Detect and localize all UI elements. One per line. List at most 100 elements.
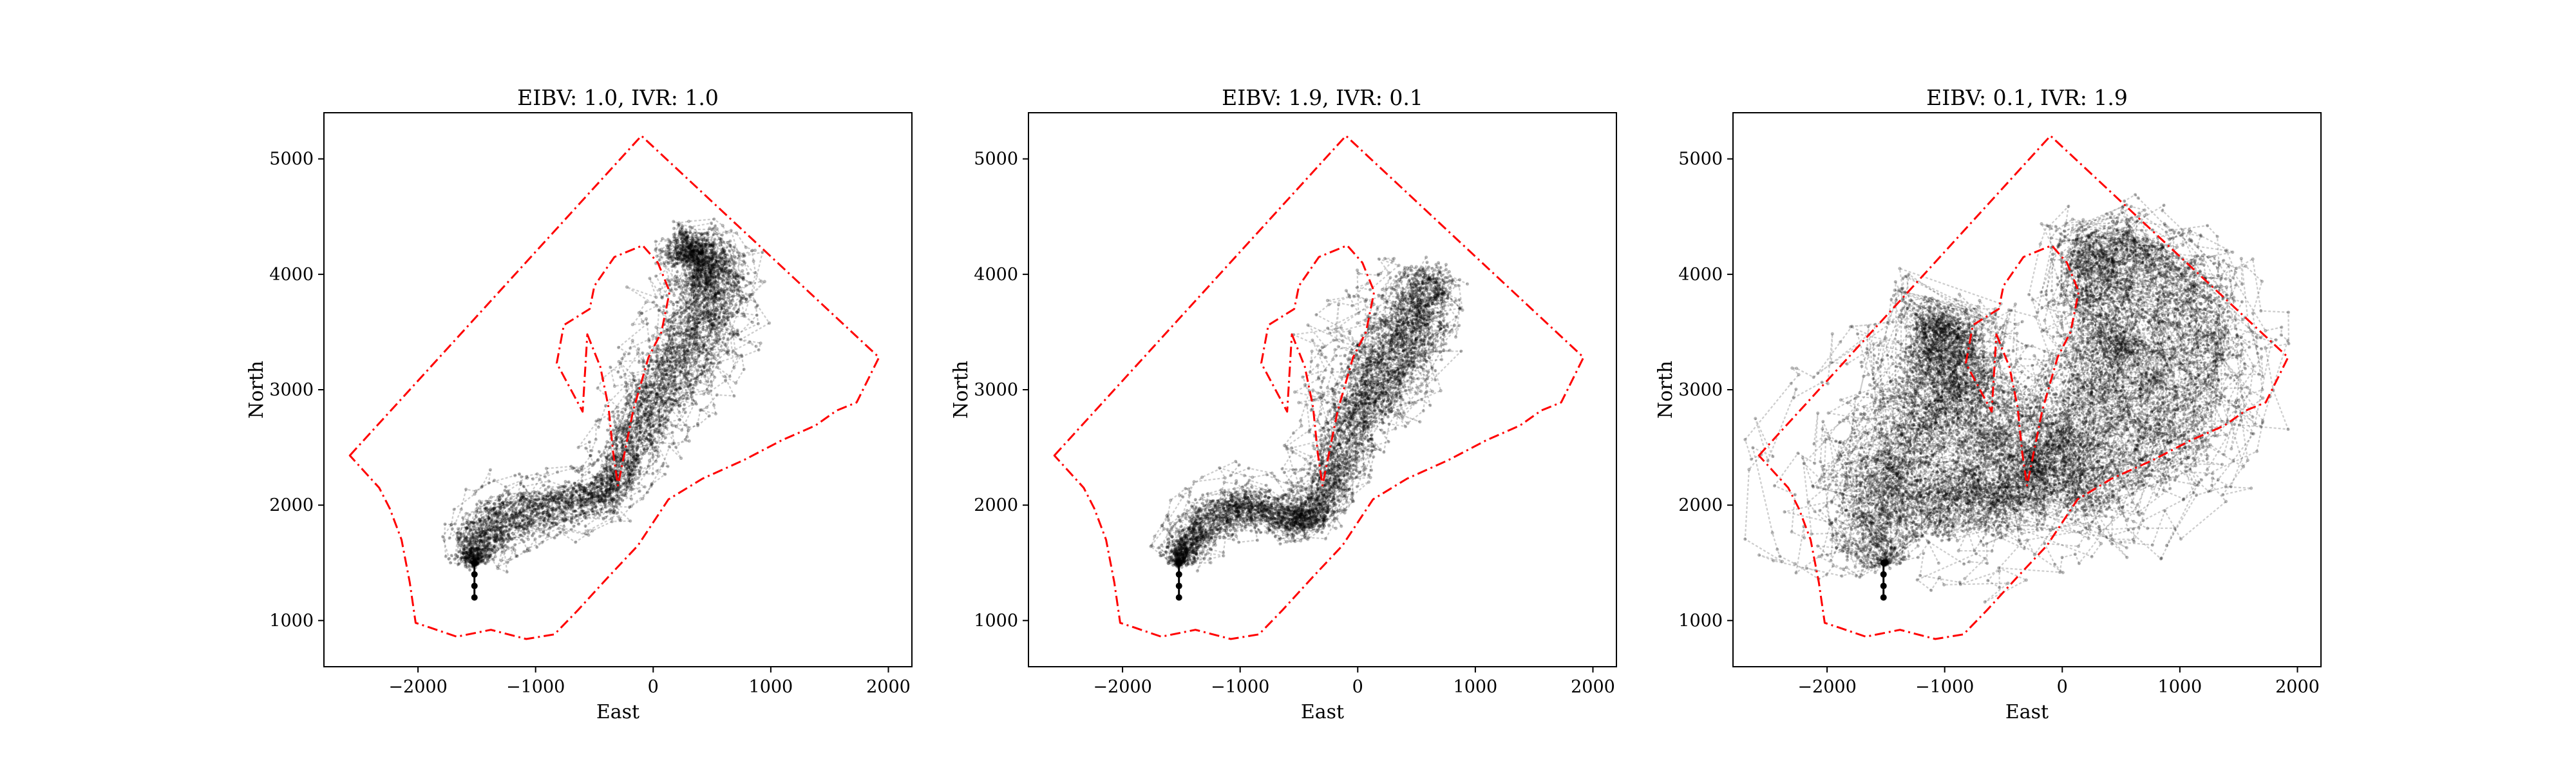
trajectory-waypoint [529, 509, 533, 513]
trajectory-waypoint [721, 251, 725, 254]
trajectory-waypoint [1235, 534, 1238, 539]
trajectory-waypoint [586, 529, 590, 533]
trajectory-waypoint [611, 499, 614, 502]
trajectory-waypoint [541, 506, 545, 510]
trajectory-waypoint [686, 426, 690, 430]
trajectory-waypoint [692, 390, 696, 394]
trajectory-waypoint [603, 463, 607, 466]
trajectory-waypoint [1209, 560, 1213, 565]
trajectory-waypoint [1222, 554, 1226, 558]
trajectory-waypoint [673, 383, 677, 386]
trajectory-waypoint [677, 251, 681, 254]
trajectory-waypoint [641, 365, 645, 368]
trajectory-waypoint [645, 385, 649, 388]
trajectory-waypoint [507, 509, 511, 513]
trajectory-waypoint [1243, 526, 1247, 530]
trajectory-waypoint [1457, 284, 1461, 288]
trajectory-waypoint [545, 512, 549, 517]
trajectory-waypoint [479, 560, 483, 564]
trajectory-waypoint [692, 240, 697, 244]
trajectory-waypoint [683, 351, 687, 355]
trajectory-waypoint [705, 272, 708, 276]
trajectory-waypoint [572, 487, 576, 491]
trajectory-waypoint [686, 349, 690, 353]
trajectory-waypoint [607, 499, 612, 503]
trajectory-waypoint [709, 380, 713, 384]
trajectory-waypoint [701, 328, 705, 332]
trajectory-waypoint [626, 459, 630, 463]
trajectory-waypoint [683, 343, 687, 348]
trajectory-waypoint [591, 463, 595, 467]
trajectory-waypoint [650, 334, 655, 338]
trajectory-waypoint [638, 470, 641, 474]
trajectory-waypoint [612, 498, 616, 502]
trajectory-waypoint [661, 237, 665, 241]
trajectory-waypoint [670, 397, 674, 401]
trajectory-path [474, 232, 750, 563]
trajectory-waypoint [486, 558, 489, 562]
trajectory-waypoint [644, 300, 648, 304]
trajectory-waypoint [668, 251, 672, 255]
trajectory-waypoint [688, 246, 692, 250]
trajectory-waypoint [696, 241, 699, 245]
trajectory-waypoint [549, 491, 553, 495]
trajectory-waypoint [1430, 390, 1434, 394]
trajectory-waypoint [684, 392, 688, 396]
trajectory-waypoint [710, 323, 714, 327]
trajectory-waypoint [687, 220, 691, 224]
trajectory-waypoint [618, 457, 623, 461]
trajectory-waypoint [676, 245, 680, 249]
trajectory-waypoint [660, 398, 664, 402]
trajectory-waypoint [672, 318, 676, 322]
trajectory-waypoint [672, 321, 676, 325]
trajectory-waypoint [692, 303, 696, 307]
trajectory-waypoint [659, 415, 663, 419]
trajectory-waypoint [590, 508, 594, 513]
trajectory-waypoint [475, 556, 479, 560]
trajectory-waypoint [628, 473, 632, 477]
trajectory-waypoint [681, 241, 685, 245]
trajectory-waypoint [1237, 540, 1241, 544]
trajectory-waypoint [468, 568, 472, 572]
trajectory-waypoint [596, 499, 600, 503]
trajectory-waypoint [683, 368, 687, 372]
trajectory-waypoint [443, 522, 447, 526]
trajectory-waypoint [464, 551, 468, 555]
trajectory-waypoint [691, 268, 695, 272]
trajectory-waypoint [724, 343, 728, 347]
trajectory-waypoint [748, 340, 752, 344]
trajectory-waypoint [629, 439, 633, 443]
trajectory-waypoint [695, 314, 699, 318]
trajectory-waypoint [473, 492, 477, 496]
trajectory-waypoint [1208, 557, 1212, 560]
trajectory-waypoint [577, 484, 582, 488]
trajectory-waypoint [450, 527, 455, 531]
trajectory-waypoint [629, 399, 632, 403]
trajectory-waypoint [647, 419, 650, 423]
trajectory-waypoint [744, 245, 748, 249]
trajectory-waypoint [597, 475, 601, 479]
trajectory-waypoint [655, 395, 659, 399]
trajectory-waypoint [728, 239, 732, 243]
trajectory-waypoint [583, 524, 587, 528]
trajectory-waypoint [670, 338, 674, 341]
trajectory-waypoint [475, 557, 479, 561]
trajectory-waypoint [718, 271, 722, 274]
trajectory-waypoint [682, 353, 686, 358]
trajectory-waypoint [651, 472, 655, 475]
trajectory-waypoint [601, 476, 605, 480]
trajectory-waypoint [625, 448, 629, 452]
trajectory-waypoint [655, 469, 659, 473]
trajectory-waypoint [567, 497, 572, 501]
trajectory-waypoint [674, 242, 678, 246]
trajectory-waypoint [718, 276, 722, 280]
trajectory-waypoint [690, 372, 694, 376]
trajectory-waypoint [650, 439, 654, 443]
trajectory-waypoint [587, 533, 591, 537]
trajectory-waypoint [647, 338, 651, 341]
trajectory-waypoint [687, 370, 690, 374]
trajectory-waypoint [1331, 358, 1335, 361]
trajectory-waypoint [655, 392, 659, 396]
trajectory-waypoint [601, 490, 605, 494]
trajectory-waypoint [659, 295, 664, 299]
